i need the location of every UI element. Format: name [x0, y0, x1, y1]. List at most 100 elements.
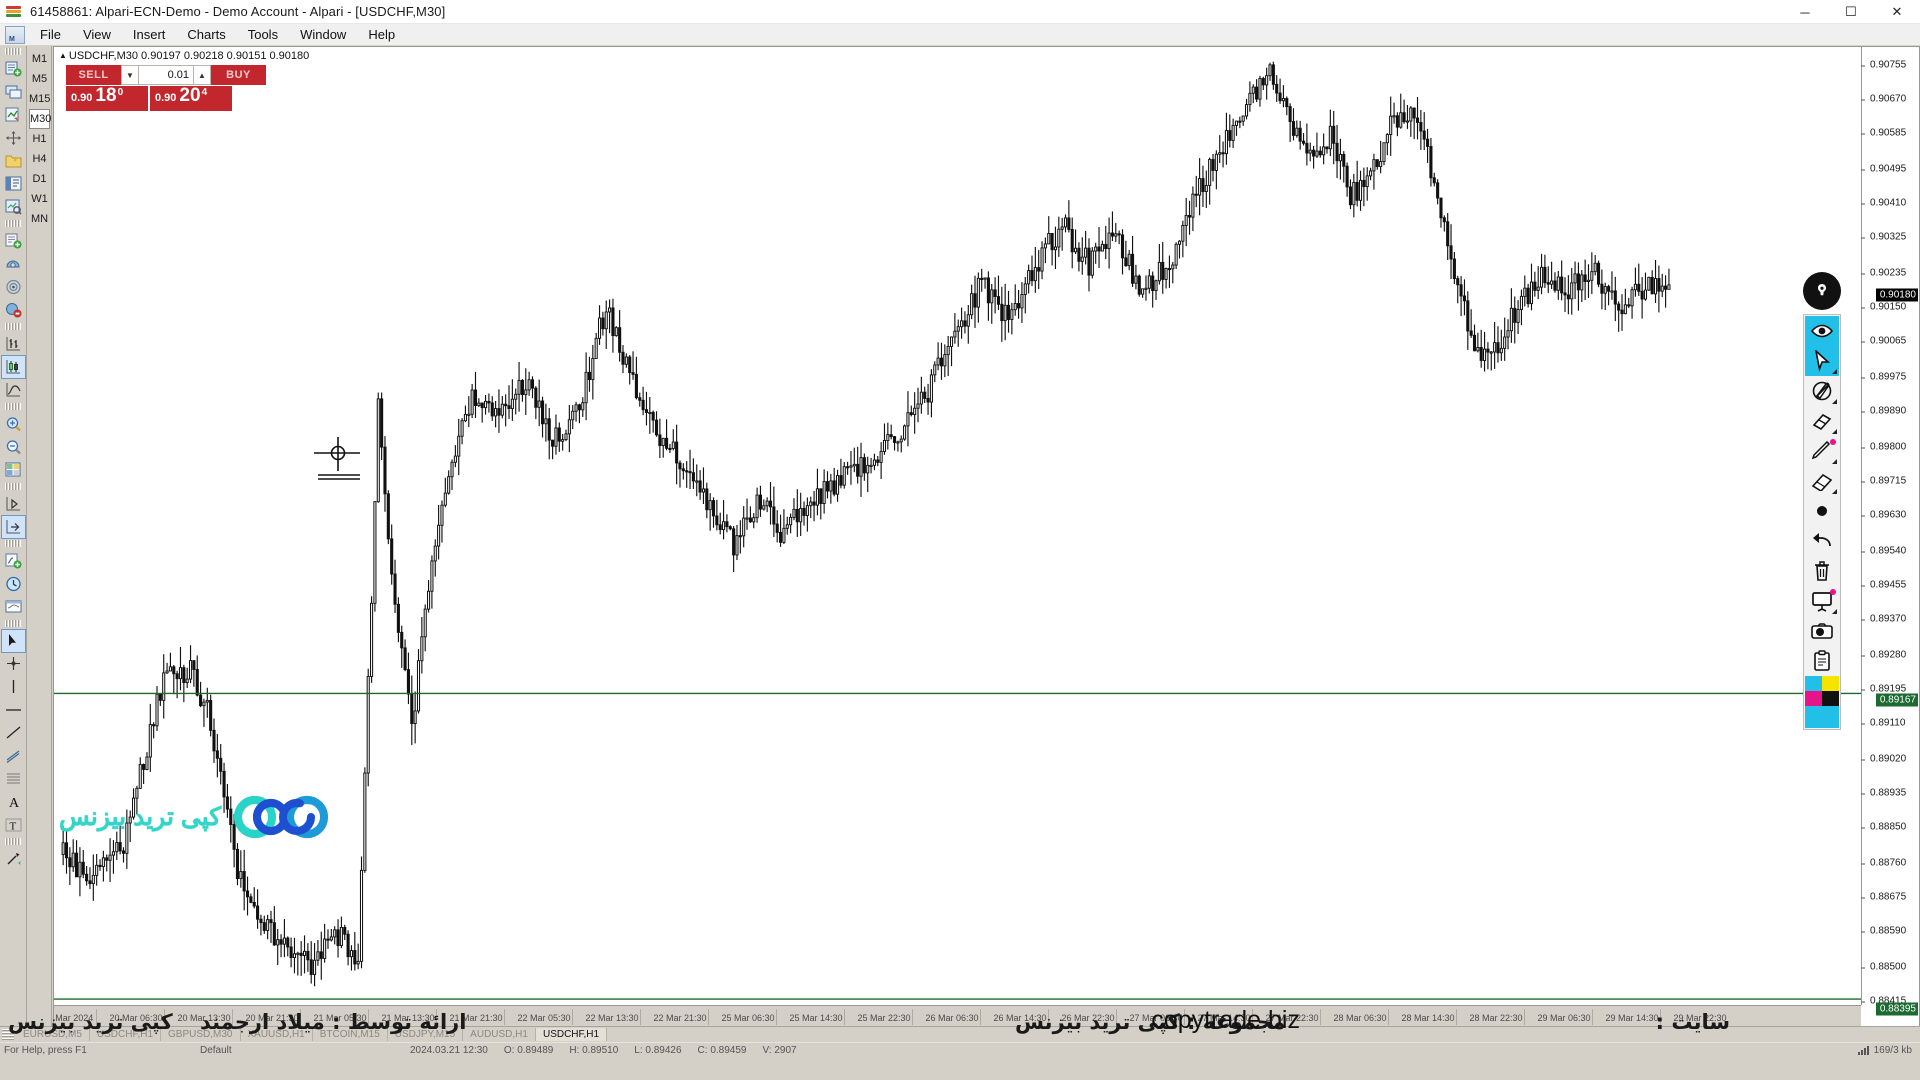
volume-increase-button[interactable]: ▲: [193, 65, 211, 85]
active-color-indicator[interactable]: [1805, 706, 1839, 728]
time-scale[interactable]: 19 Mar 2024 20 Mar 06:30 20 Mar 13:30 20 Ma…: [54, 1005, 1861, 1027]
text-icon[interactable]: A: [2, 791, 25, 813]
menu-item-window[interactable]: Window: [300, 27, 347, 42]
toolbar-grip[interactable]: [5, 48, 21, 55]
menu-item-file[interactable]: File: [40, 27, 61, 42]
eraser-icon[interactable]: [1805, 406, 1839, 436]
menu-item-insert[interactable]: Insert: [132, 27, 166, 42]
timeframe-w1[interactable]: W1: [31, 193, 48, 205]
swatch-magenta[interactable]: [1805, 691, 1822, 706]
tabbar-grip[interactable]: [2, 1028, 14, 1041]
whiteboard-record-dot[interactable]: [1830, 589, 1836, 595]
crosshair-move-icon[interactable]: [2, 127, 25, 149]
tool-expand-corner-4[interactable]: [1832, 459, 1837, 464]
menu-item-help[interactable]: Help: [368, 27, 396, 42]
collapse-triangle-icon[interactable]: ▲: [59, 51, 67, 60]
toolbar-grip-7[interactable]: [5, 620, 21, 627]
cursor-icon[interactable]: [0, 629, 26, 653]
chart-tab[interactable]: GBPUSD,M30: [161, 1028, 241, 1041]
chart-tab[interactable]: USDJPY,M15: [388, 1028, 464, 1041]
candlestick-chart-icon[interactable]: [0, 355, 26, 379]
timeframe-m30[interactable]: M30: [29, 109, 51, 129]
color-swatch-picker[interactable]: [1805, 676, 1839, 706]
chart-plot-area[interactable]: [54, 47, 1861, 1005]
chart-tab[interactable]: XAUUSD,H1: [241, 1028, 313, 1041]
buy-button[interactable]: BUY: [211, 65, 266, 85]
pen-tool-button[interactable]: [1803, 272, 1841, 310]
auto-scroll-icon[interactable]: [0, 515, 26, 539]
swatch-black[interactable]: [1822, 691, 1839, 706]
toolbar-grip-8[interactable]: [5, 838, 21, 845]
chart-shift-icon[interactable]: [2, 493, 25, 515]
maximize-button[interactable]: ☐: [1845, 4, 1857, 19]
price-scale[interactable]: 0.90755 0.90670 0.90585 0.90495 0.90410 0.903…: [1861, 47, 1919, 1016]
zoom-in-icon[interactable]: [2, 413, 25, 435]
autotrading-icon[interactable]: [2, 253, 25, 275]
fibonacci-icon[interactable]: [2, 768, 25, 790]
tool-expand-corner-3[interactable]: [1832, 429, 1837, 434]
chart-tab[interactable]: USDCHF,H1: [535, 1028, 608, 1041]
toolbar-grip-6[interactable]: [5, 540, 21, 547]
dot-brush-icon[interactable]: [1805, 496, 1839, 526]
swatch-yellow[interactable]: [1822, 676, 1839, 691]
toolbar-grip-2[interactable]: [5, 220, 21, 227]
chart-tab[interactable]: AUDUSD,H1: [463, 1028, 536, 1041]
timeframe-m5[interactable]: M5: [31, 73, 48, 85]
horizontal-line-icon[interactable]: [2, 699, 25, 721]
open-chart-icon[interactable]: [2, 104, 25, 126]
toolbar-grip-3[interactable]: [5, 323, 21, 330]
delete-trash-icon[interactable]: [1805, 556, 1839, 586]
open-folder-icon[interactable]: [2, 150, 25, 172]
minimize-button[interactable]: ─: [1800, 4, 1810, 20]
timeframe-h1[interactable]: H1: [32, 133, 47, 145]
visibility-eye-icon[interactable]: [1805, 316, 1839, 346]
timeframe-h4[interactable]: H4: [32, 153, 47, 165]
text-label-icon[interactable]: T: [2, 814, 25, 836]
pencil-color-dot[interactable]: [1830, 439, 1836, 445]
status-connection[interactable]: 169/3 kb: [1857, 1045, 1912, 1056]
clipboard-icon[interactable]: [1805, 646, 1839, 676]
crosshair-icon[interactable]: [2, 653, 25, 675]
timeframe-mn[interactable]: MN: [30, 213, 49, 225]
indicators-add-icon[interactable]: [2, 550, 25, 572]
tool-expand-corner-6[interactable]: [1832, 609, 1837, 614]
menu-item-tools[interactable]: Tools: [247, 27, 279, 42]
tool-expand-corner[interactable]: [1832, 369, 1837, 374]
sell-button[interactable]: SELL: [66, 65, 121, 85]
new-chart-icon[interactable]: [2, 58, 25, 80]
no-draw-icon[interactable]: [1805, 376, 1839, 406]
trendline-icon[interactable]: [2, 722, 25, 744]
timeframe-d1[interactable]: D1: [32, 173, 47, 185]
arrows-icon[interactable]: [2, 848, 25, 870]
highlighter-icon[interactable]: [1805, 466, 1839, 496]
line-chart-icon[interactable]: [2, 379, 25, 401]
chart-window[interactable]: ▲ USDCHF,M30 0.90197 0.90218 0.90151 0.90…: [53, 46, 1920, 1028]
volume-input[interactable]: 0.01: [139, 65, 193, 85]
new-order-icon[interactable]: [2, 230, 25, 252]
swatch-cyan[interactable]: [1805, 676, 1822, 691]
bar-chart-icon[interactable]: [2, 333, 25, 355]
tool-expand-corner-2[interactable]: [1832, 399, 1837, 404]
whiteboard-icon[interactable]: [1805, 586, 1839, 616]
market-watch-icon[interactable]: [2, 173, 25, 195]
tool-expand-corner-5[interactable]: [1832, 489, 1837, 494]
expert-advisors-icon[interactable]: [2, 299, 25, 321]
bid-price[interactable]: 0.90 18 0: [66, 86, 148, 111]
tile-windows-icon[interactable]: [2, 81, 25, 103]
close-button[interactable]: ✕: [1891, 4, 1903, 19]
ask-price[interactable]: 0.90 20 4: [150, 86, 232, 111]
one-click-trading-panel[interactable]: SELL ▼ 0.01 ▲ BUY 0.90 18 0 0.90 20 4: [66, 65, 266, 111]
chart-tab[interactable]: BTCOIN,M15: [313, 1028, 388, 1041]
screenshot-camera-icon[interactable]: [1805, 616, 1839, 646]
status-profile[interactable]: Default: [200, 1045, 232, 1056]
vertical-line-icon[interactable]: [2, 676, 25, 698]
zoom-out-icon[interactable]: [2, 436, 25, 458]
data-window-icon[interactable]: [2, 196, 25, 218]
channel-icon[interactable]: [2, 745, 25, 767]
menu-item-view[interactable]: View: [82, 27, 111, 42]
menu-item-charts[interactable]: Charts: [187, 27, 226, 42]
pencil-icon[interactable]: [1805, 436, 1839, 466]
chart-tab[interactable]: USDCHF,H1: [90, 1028, 162, 1041]
template-icon[interactable]: [2, 596, 25, 618]
timeframe-m1[interactable]: M1: [31, 53, 48, 65]
